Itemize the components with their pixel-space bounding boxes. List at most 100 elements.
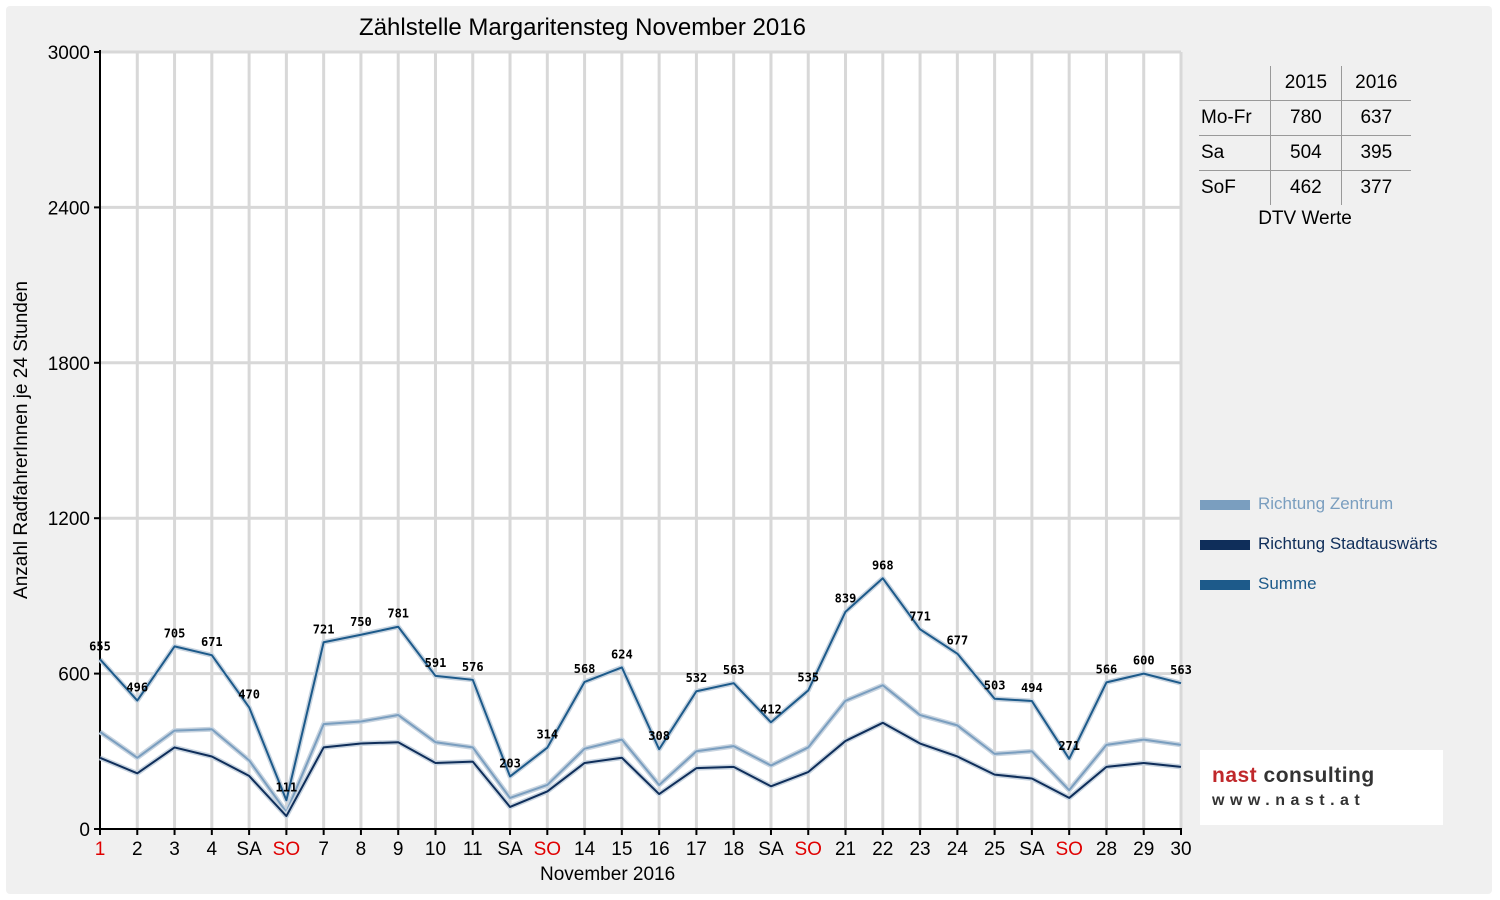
y-tick-label: 2400	[48, 198, 90, 219]
series-zentrum-line	[99, 684, 1182, 814]
legend-swatch	[1200, 539, 1250, 550]
data-label: 412	[760, 702, 782, 716]
dtv-value-2016: 637	[1340, 100, 1411, 136]
x-tick-label: SO	[534, 839, 561, 860]
dtv-row-label: Mo-Fr	[1199, 100, 1271, 136]
x-tick-label: 21	[835, 839, 856, 860]
logo-brand-part1: nast	[1212, 764, 1258, 787]
x-tick-label: 22	[872, 839, 893, 860]
data-label: 655	[89, 639, 111, 653]
legend-label: Summe	[1258, 574, 1317, 593]
x-tick-label: 18	[723, 839, 744, 860]
x-tick-label: 4	[207, 839, 218, 860]
x-tick-label: 7	[318, 839, 329, 860]
x-tick-label: SO	[1055, 839, 1082, 860]
data-label: 839	[835, 592, 857, 606]
data-label: 308	[648, 729, 670, 743]
logo-brand-part2: consulting	[1263, 764, 1375, 787]
dtv-row-label: SoF	[1199, 170, 1271, 205]
legend-item-summe[interactable]: Summe	[1200, 574, 1317, 594]
x-tick-label: 15	[611, 839, 632, 860]
series-stadtauswaerts-line	[99, 721, 1182, 818]
legend-swatch	[1200, 579, 1250, 590]
legend-label: Richtung Stadtauswärts	[1258, 534, 1438, 553]
x-tick-label: SO	[795, 839, 822, 860]
x-tick-label: 29	[1133, 839, 1154, 860]
data-label: 470	[238, 687, 260, 701]
data-label: 624	[611, 647, 633, 661]
x-tick-label: 25	[984, 839, 1005, 860]
x-tick-label: SA	[497, 839, 523, 860]
x-tick-label: 23	[909, 839, 930, 860]
legend-swatch	[1200, 499, 1250, 510]
x-tick-label: 1	[95, 839, 106, 860]
data-label: 721	[313, 622, 335, 636]
y-tick-label: 1800	[48, 354, 90, 375]
data-label: 600	[1133, 654, 1155, 668]
legend-item-stadtauswaerts[interactable]: Richtung Stadtauswärts	[1200, 534, 1438, 554]
dtv-value-2016: 395	[1340, 135, 1411, 171]
x-tick-label: SA	[1019, 839, 1045, 860]
data-label: 203	[499, 756, 521, 770]
y-tick-label: 1200	[48, 509, 90, 530]
dtv-row-mofr: Mo-Fr 780 637	[1199, 100, 1411, 136]
x-tick-label: 16	[649, 839, 670, 860]
dtv-row-sof: SoF 462 377	[1199, 170, 1411, 205]
logo-url: www.nast.at	[1212, 792, 1366, 809]
x-tick-label: 17	[686, 839, 707, 860]
dtv-value-2015: 504	[1270, 135, 1342, 171]
company-logo: nast consulting www.nast.at	[1200, 750, 1443, 825]
data-label: 535	[797, 670, 819, 684]
data-label: 271	[1058, 739, 1080, 753]
dtv-value-2015: 462	[1270, 170, 1342, 205]
series-summe-line	[99, 577, 1182, 802]
data-label: 568	[574, 662, 596, 676]
x-axis-label: November 2016	[540, 864, 676, 885]
dtv-table: 2015 2016 Mo-Fr 780 637 Sa 504 395 SoF 4…	[1199, 66, 1411, 205]
data-label: 111	[276, 780, 298, 794]
x-tick-label: 11	[463, 839, 483, 860]
dtv-header-2015: 2015	[1270, 66, 1342, 101]
y-tick-label: 600	[58, 665, 90, 686]
logo-wordmark: nast consulting	[1212, 764, 1375, 788]
x-tick-label: 30	[1170, 839, 1191, 860]
dtv-row-label: Sa	[1199, 135, 1271, 171]
dtv-caption: DTV Werte	[1258, 208, 1352, 229]
data-label: 314	[536, 728, 558, 742]
data-label: 677	[947, 634, 969, 648]
chart-title: Zählstelle Margaritensteg November 2016	[359, 14, 806, 41]
data-label: 781	[387, 607, 409, 621]
dtv-row-sa: Sa 504 395	[1199, 135, 1411, 171]
x-tick-label: 14	[574, 839, 596, 860]
dtv-value-2016: 377	[1340, 170, 1411, 205]
legend-item-zentrum[interactable]: Richtung Zentrum	[1200, 494, 1393, 514]
data-label: 576	[462, 660, 484, 674]
data-label: 566	[1096, 662, 1118, 676]
dtv-value-2015: 780	[1270, 100, 1342, 136]
data-label: 591	[425, 656, 447, 670]
x-tick-label: SA	[236, 839, 262, 860]
x-tick-label: 28	[1096, 839, 1117, 860]
y-tick-label: 3000	[48, 43, 90, 64]
data-label: 496	[126, 681, 148, 695]
x-tick-label: 10	[425, 839, 446, 860]
dtv-header-empty	[1199, 66, 1271, 101]
x-tick-label: 3	[169, 839, 180, 860]
x-tick-label: SA	[758, 839, 784, 860]
dtv-header-row: 2015 2016	[1199, 66, 1411, 101]
data-label: 503	[984, 679, 1006, 693]
x-tick-label: 2	[132, 839, 143, 860]
x-tick-label: SO	[273, 839, 300, 860]
x-tick-label: 24	[947, 839, 969, 860]
x-tick-label: 9	[393, 839, 404, 860]
data-label: 771	[909, 609, 931, 623]
data-label: 563	[723, 663, 745, 677]
data-label: 532	[686, 671, 708, 685]
data-label: 968	[872, 558, 894, 572]
x-tick-label: 8	[356, 839, 367, 860]
data-label: 563	[1170, 663, 1192, 677]
data-label: 705	[164, 626, 186, 640]
legend-label: Richtung Zentrum	[1258, 494, 1394, 513]
data-label: 671	[201, 635, 223, 649]
